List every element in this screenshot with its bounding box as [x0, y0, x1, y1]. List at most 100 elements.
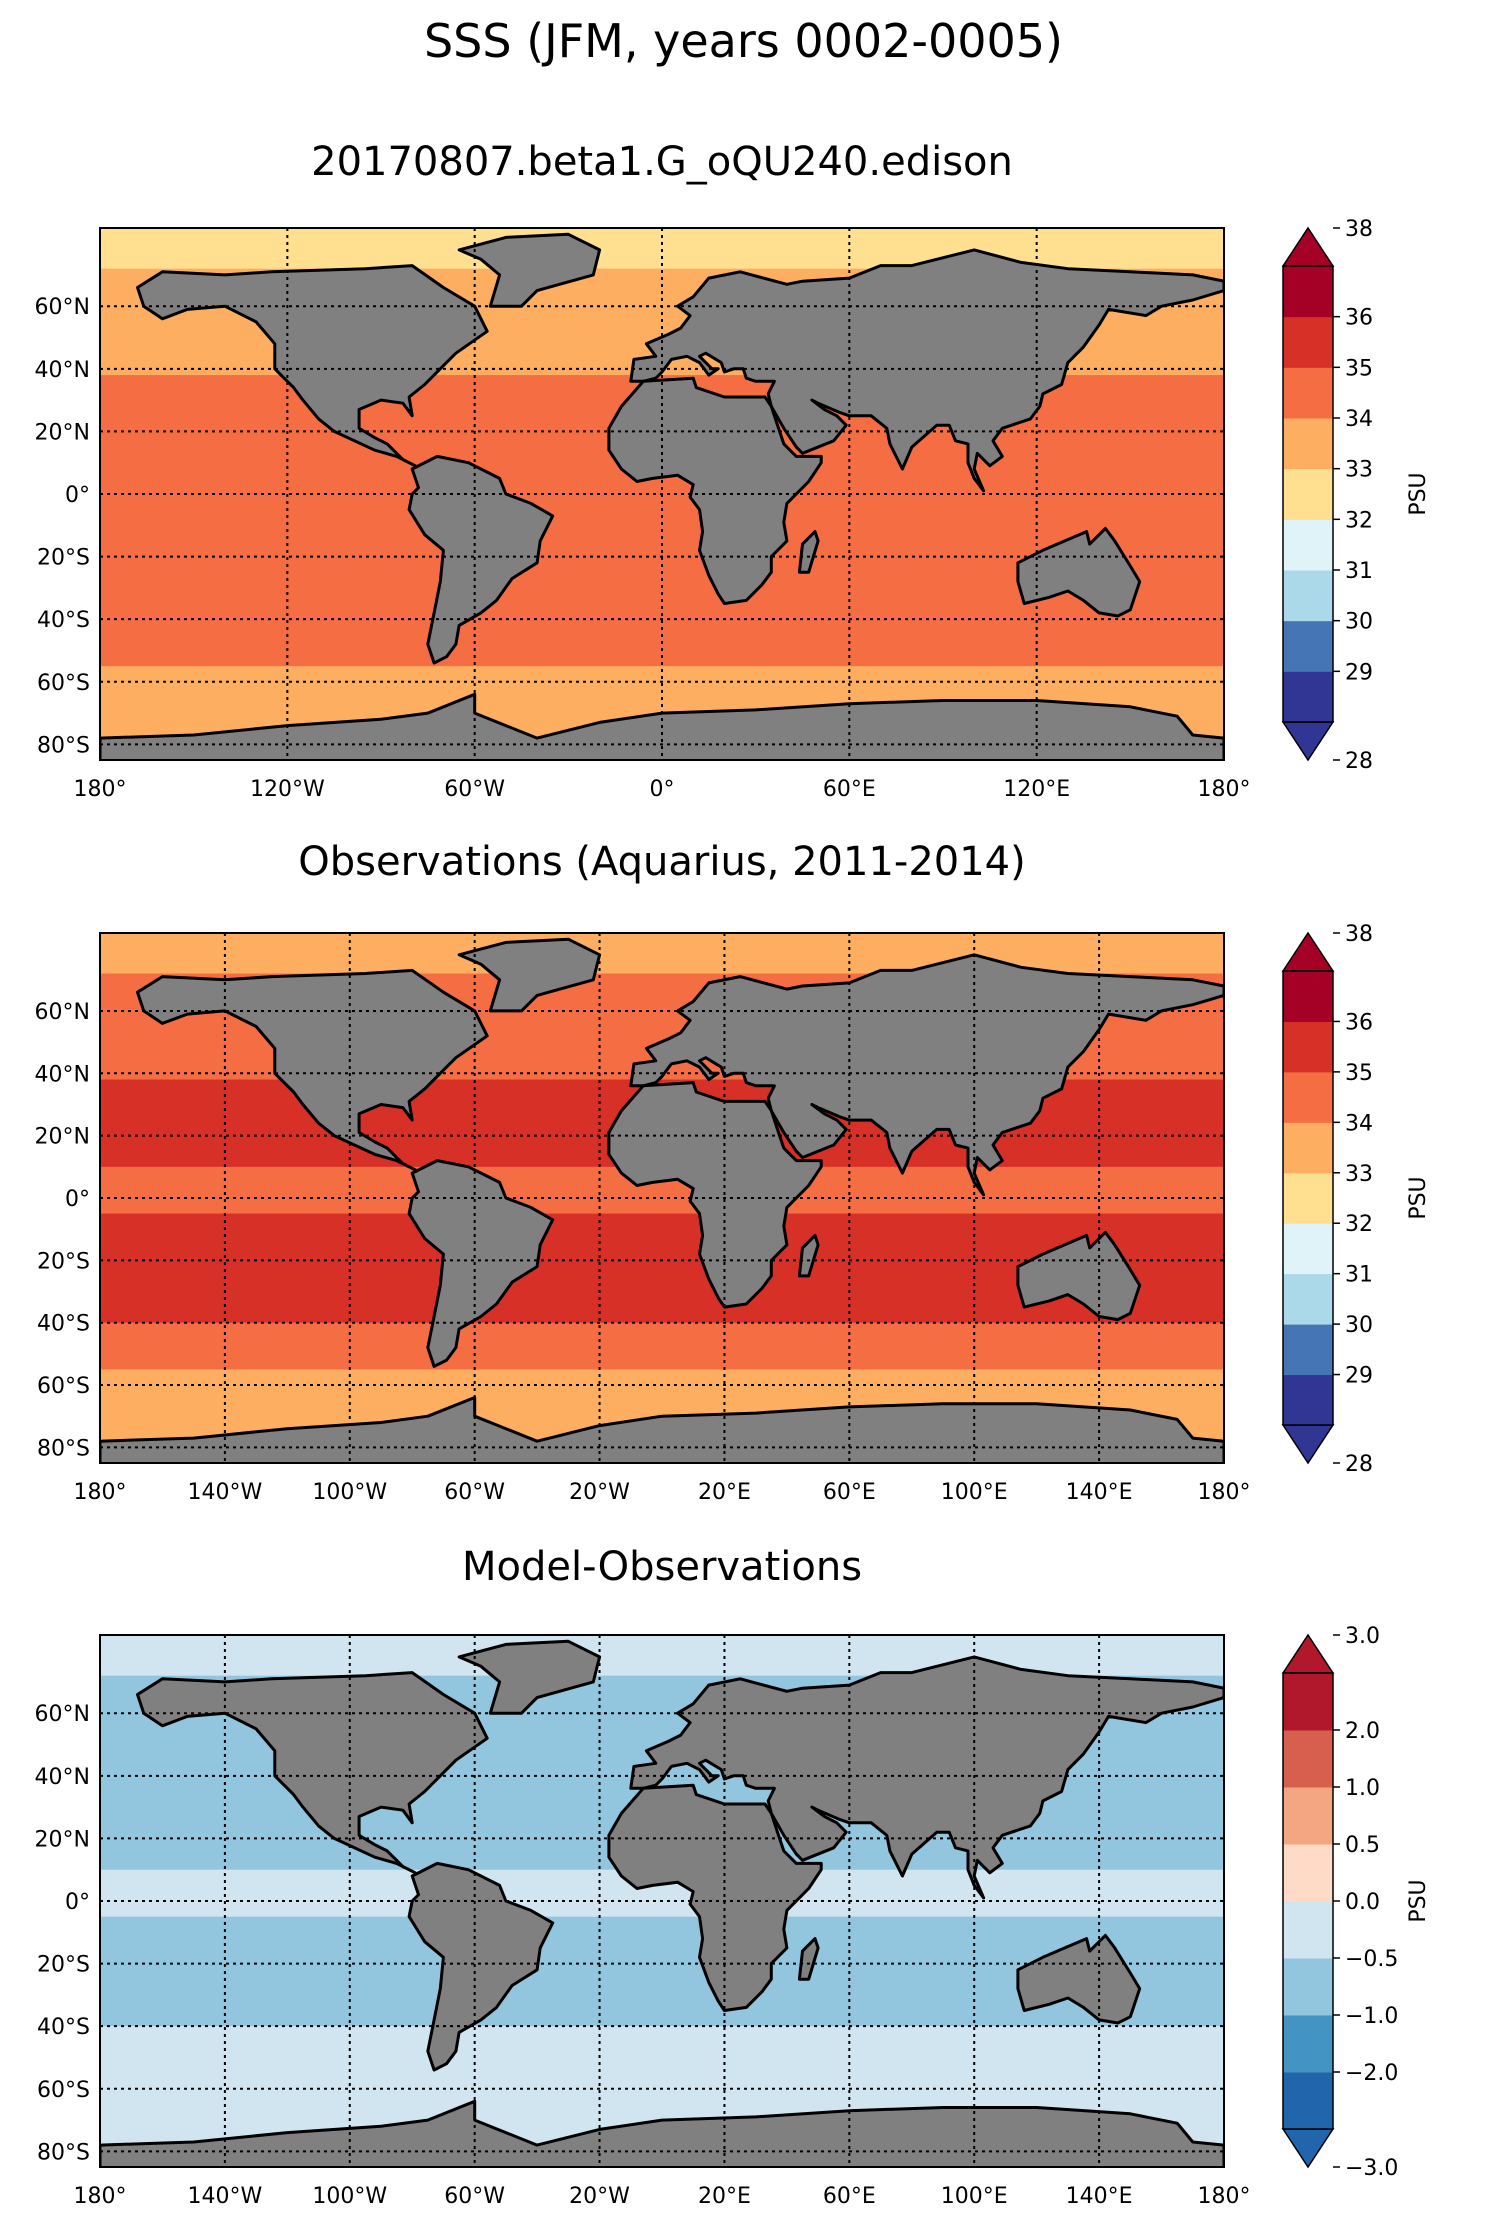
land-mass — [457, 232, 602, 308]
land-mass — [457, 1639, 602, 1715]
colorbar-segment — [1283, 1172, 1333, 1224]
colorbar-tick-label: 38 — [1345, 922, 1373, 947]
colorbar-segment — [1283, 671, 1333, 723]
chart-panel-1: 20170807.beta1.G_oQU240.edison 180° 120°W 6… — [35, 139, 1431, 802]
x-tick-label: 180° — [74, 1480, 127, 1505]
colorbar-tick-label: 2.0 — [1345, 1719, 1380, 1744]
colorbar-tick-label: 0.5 — [1345, 1833, 1380, 1858]
x-tick-label: 120°W — [250, 777, 325, 802]
map-area — [100, 1635, 1224, 2167]
colorbar-extend-min — [1281, 2128, 1335, 2169]
colorbar-tick-label: 35 — [1345, 356, 1373, 381]
y-tick-label: 60°N — [35, 295, 90, 320]
colorbar-tick-label: 29 — [1345, 660, 1373, 685]
colorbar-tick-label: 36 — [1345, 306, 1373, 331]
y-tick-label: 0° — [65, 1187, 90, 1212]
field-band — [100, 1322, 1224, 1370]
x-tick-label: 60°W — [444, 777, 505, 802]
y-tick-label: 60°S — [37, 1374, 90, 1399]
map-area — [100, 228, 1224, 760]
y-tick-label: 60°N — [35, 1000, 90, 1025]
x-tick-label: 60°W — [444, 1480, 505, 1505]
x-tick-label: 20°E — [698, 1480, 751, 1505]
colorbar-tick-label: −0.5 — [1345, 1947, 1398, 1972]
x-tick-label: 20°E — [698, 2184, 751, 2209]
land-mass — [457, 937, 602, 1013]
colorbar-tick-label: −1.0 — [1345, 2004, 1398, 2029]
x-tick-label: 180° — [74, 777, 127, 802]
colorbar-segment — [1283, 519, 1333, 571]
colorbar-label: PSU — [1406, 472, 1431, 515]
land-mass — [607, 1783, 823, 2012]
y-tick-label: 80°S — [37, 1436, 90, 1461]
y-tick-label: 40°N — [35, 358, 90, 383]
y-tick-label: 40°S — [37, 1312, 90, 1337]
axes-frame — [99, 932, 1225, 1464]
colorbar-segment — [1283, 2072, 1333, 2130]
land-mass — [1016, 526, 1142, 618]
x-tick-label: 140°E — [1066, 1480, 1133, 1505]
colorbar-segment — [1283, 1273, 1333, 1325]
y-tick-label: 0° — [65, 483, 90, 508]
colorbar-segment — [1283, 468, 1333, 520]
colorbar-tick-label: 33 — [1345, 1162, 1373, 1187]
map-area — [100, 933, 1224, 1463]
colorbar: −3.0 −2.0 −1.0 −0.5 0.0 0.5 1.0 2.0 3.0 PSU — [1281, 1624, 1431, 2181]
y-tick-label: 60°S — [37, 671, 90, 696]
x-tick-label: 140°E — [1066, 2184, 1133, 2209]
panel-title: 20170807.beta1.G_oQU240.edison — [311, 139, 1013, 185]
x-tick-label: 100°W — [312, 2184, 387, 2209]
axes-frame — [99, 227, 1225, 761]
field-band — [100, 933, 1224, 975]
x-tick-label: 140°W — [188, 1480, 263, 1505]
y-tick-label: 0° — [65, 1890, 90, 1915]
colorbar-tick-label: 32 — [1345, 1212, 1373, 1237]
panel-title: Observations (Aquarius, 2011-2014) — [298, 839, 1025, 885]
colorbar-segment — [1283, 1223, 1333, 1275]
land-mass — [797, 1937, 820, 1981]
colorbar-tick-label: 0.0 — [1345, 1890, 1380, 1915]
x-tick-label: 100°E — [941, 1480, 1008, 1505]
colorbar-label: PSU — [1406, 1879, 1431, 1922]
land-mass — [407, 1861, 555, 2072]
colorbar-segment — [1283, 266, 1333, 318]
y-tick-label: 40°S — [37, 2015, 90, 2040]
land-mass — [136, 264, 489, 468]
colorbar-segment — [1283, 1673, 1333, 1731]
x-tick-label: 20°W — [569, 2184, 630, 2209]
x-tick-label: 120°E — [1003, 777, 1070, 802]
colorbar-segment — [1283, 1374, 1333, 1426]
x-tick-label: 60°W — [444, 2184, 505, 2209]
y-tick-label: 20°N — [35, 1125, 90, 1150]
colorbar-tick-label: 31 — [1345, 559, 1373, 584]
colorbar-segment — [1283, 1071, 1333, 1123]
field-band — [100, 1635, 1224, 1677]
colorbar-tick-label: 30 — [1345, 1313, 1373, 1338]
colorbar-tick-label: 34 — [1345, 1111, 1373, 1136]
land-mass — [797, 1233, 820, 1278]
colorbar-extend-max — [1281, 226, 1335, 267]
colorbar-segment — [1283, 570, 1333, 622]
x-tick-label: 180° — [1198, 2184, 1251, 2209]
colorbar-segment — [1283, 1787, 1333, 1845]
panel-title: Model-Observations — [462, 1544, 862, 1590]
y-tick-label: 20°N — [35, 420, 90, 445]
y-tick-label: 60°N — [35, 1702, 90, 1727]
land-mass — [1016, 1933, 1142, 2025]
land-mass — [797, 530, 820, 574]
land-mass — [607, 376, 823, 605]
colorbar-tick-label: −2.0 — [1345, 2061, 1398, 2086]
colorbar: 28 29 30 31 32 33 34 35 36 38 PSU — [1281, 217, 1431, 774]
chart-panel-3: Model-Observations 180° 140°W 100°W 60°W 20°W… — [35, 1544, 1431, 2209]
colorbar-segment — [1283, 418, 1333, 470]
colorbar-segment — [1283, 1122, 1333, 1174]
colorbar-segment — [1283, 971, 1333, 1022]
x-tick-label: 60°E — [823, 1480, 876, 1505]
y-tick-label: 20°S — [37, 1249, 90, 1274]
colorbar-tick-label: 28 — [1345, 1452, 1373, 1477]
land-mass — [136, 968, 489, 1172]
colorbar-segment — [1283, 1844, 1333, 1902]
colorbar-tick-label: 35 — [1345, 1061, 1373, 1086]
x-tick-label: 180° — [1198, 1480, 1251, 1505]
colorbar-tick-label: 32 — [1345, 508, 1373, 533]
